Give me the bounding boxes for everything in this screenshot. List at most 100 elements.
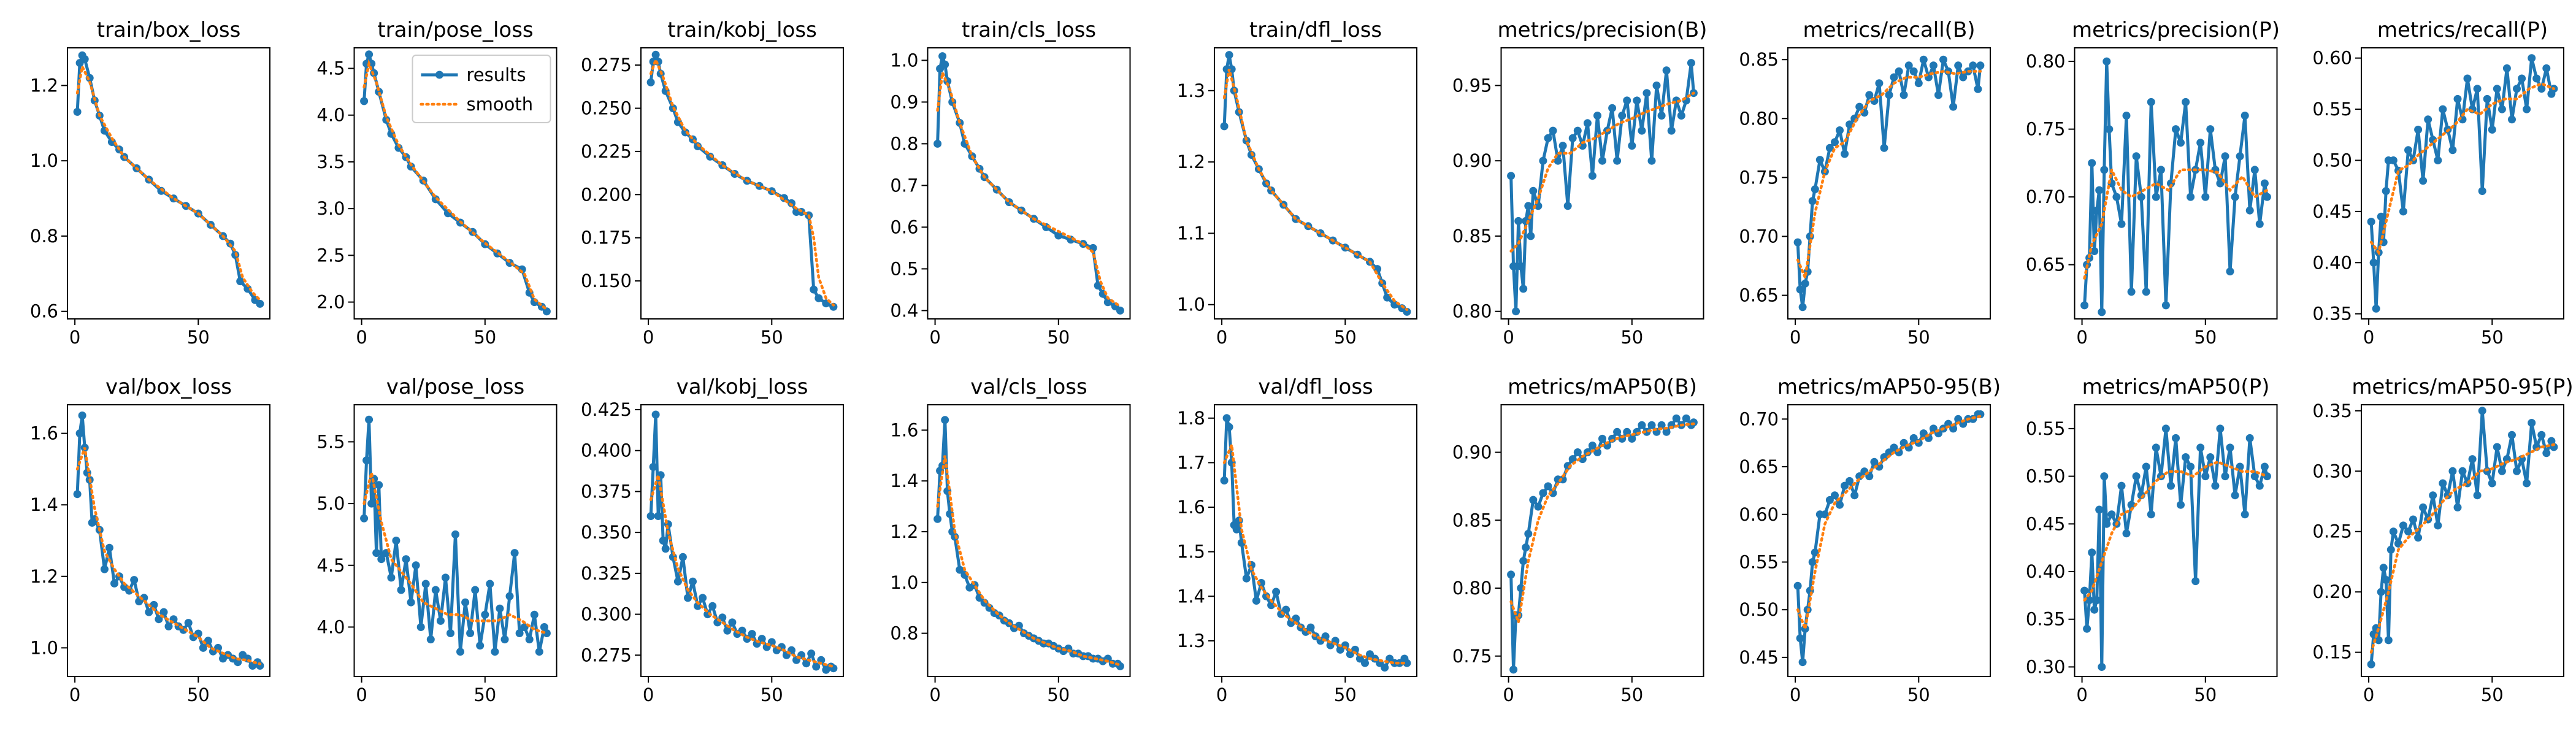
y-tick-label: 1.2 [1177,151,1205,172]
results-point [1623,96,1631,105]
results-point [2132,152,2141,161]
y-tick-label: 1.0 [890,50,918,71]
x-tick-label: 0 [69,327,80,348]
subplot-title: train/cls_loss [962,18,1096,42]
results-point [1232,525,1241,534]
y-tick-label: 0.40 [2026,561,2066,582]
results-point [2409,515,2417,524]
y-tick-label: 4.5 [316,58,345,79]
subplot-title: val/cls_loss [970,375,1087,399]
y-tick-label: 0.25 [2312,521,2352,542]
series-smooth [936,67,1122,308]
smooth-line [936,455,1122,667]
y-tick-label: 0.75 [2026,119,2066,140]
results-point [360,514,369,523]
results-point [2147,98,2155,106]
series-smooth [1509,91,1695,253]
results-point [105,543,113,552]
results-point [2377,212,2385,221]
results-point [1588,172,1597,180]
results-point [1524,202,1533,210]
results-point [1796,285,1804,294]
results-point [2384,636,2393,645]
results-point [2187,462,2195,471]
results-point [933,515,942,523]
results-point [2523,479,2531,488]
results-point [941,60,949,69]
y-tick-label: 0.50 [1739,599,1779,620]
results-point [1914,79,1923,88]
results-line [75,53,261,305]
results-point [1643,89,1651,98]
results-point [2211,481,2220,490]
y-tick-label: 0.80 [1452,578,1492,599]
results-point [1633,96,1641,105]
axes-frame [1500,47,1704,320]
results-point [1662,66,1671,75]
results-point [1909,67,1918,75]
results-point [1638,421,1646,429]
axes-frame [2074,47,2278,320]
results-point [1798,303,1807,312]
y-tick-label: 0.80 [2026,51,2066,72]
results-point [748,630,756,638]
results-point [2414,125,2423,134]
results-point [256,299,264,308]
y-tick-label: 0.15 [2312,642,2352,663]
y-tick-label: 1.2 [30,75,58,96]
results-point [421,580,430,588]
results-point [1613,156,1622,165]
results-point [451,530,459,538]
results-point [1517,584,1525,592]
results-line [1222,416,1409,669]
results-point [1934,91,1942,99]
results-point [807,649,816,658]
results-point [2221,472,2229,481]
results-point [1820,510,1829,519]
x-tick-label: 50 [1047,327,1070,348]
results-point [1687,59,1695,67]
results-point [654,512,662,520]
results-point [2537,85,2546,93]
results-point [723,626,732,635]
results-point [1841,150,1849,158]
results-point [802,659,811,668]
y-tick-label: 5.0 [316,493,345,514]
subplot-title: train/pose_loss [377,18,533,42]
y-tick-label: 0.425 [581,399,632,420]
x-tick-label: 0 [2363,327,2374,348]
series-smooth [362,472,548,635]
results-point [1512,307,1520,316]
axes-frame [640,404,844,677]
results-point [1549,126,1557,135]
y-tick-label: 0.225 [581,141,632,162]
results-point [2497,467,2506,475]
y-tick-label: 0.350 [581,522,632,543]
results-point [75,429,84,438]
results-point [2478,407,2486,415]
results-point [2156,166,2165,174]
results-point [651,50,660,59]
y-tick-label: 0.8 [30,226,58,247]
results-point [2528,419,2536,427]
legend-results-marker [435,71,443,79]
results-point [530,610,539,619]
results-point [130,576,139,584]
results-point [2226,267,2234,276]
results-point [1836,126,1844,134]
results-point [1568,134,1577,142]
x-tick-label: 0 [929,327,940,348]
results-point [1527,232,1535,240]
results-point [1361,659,1369,667]
smooth-line [649,475,835,668]
results-point [699,594,707,602]
results-point [815,294,823,302]
results-point [1825,144,1834,152]
x-tick-label: 50 [1047,684,1070,705]
subplot-train-kobj-loss: train/kobj_loss 0 50 0.150 0.175 0.200 0.225 0.… [581,18,844,348]
results-point [1573,448,1582,456]
y-tick-label: 3.0 [316,198,345,219]
results-point [2453,503,2462,511]
results-point [2399,521,2407,530]
series-smooth [75,447,262,665]
